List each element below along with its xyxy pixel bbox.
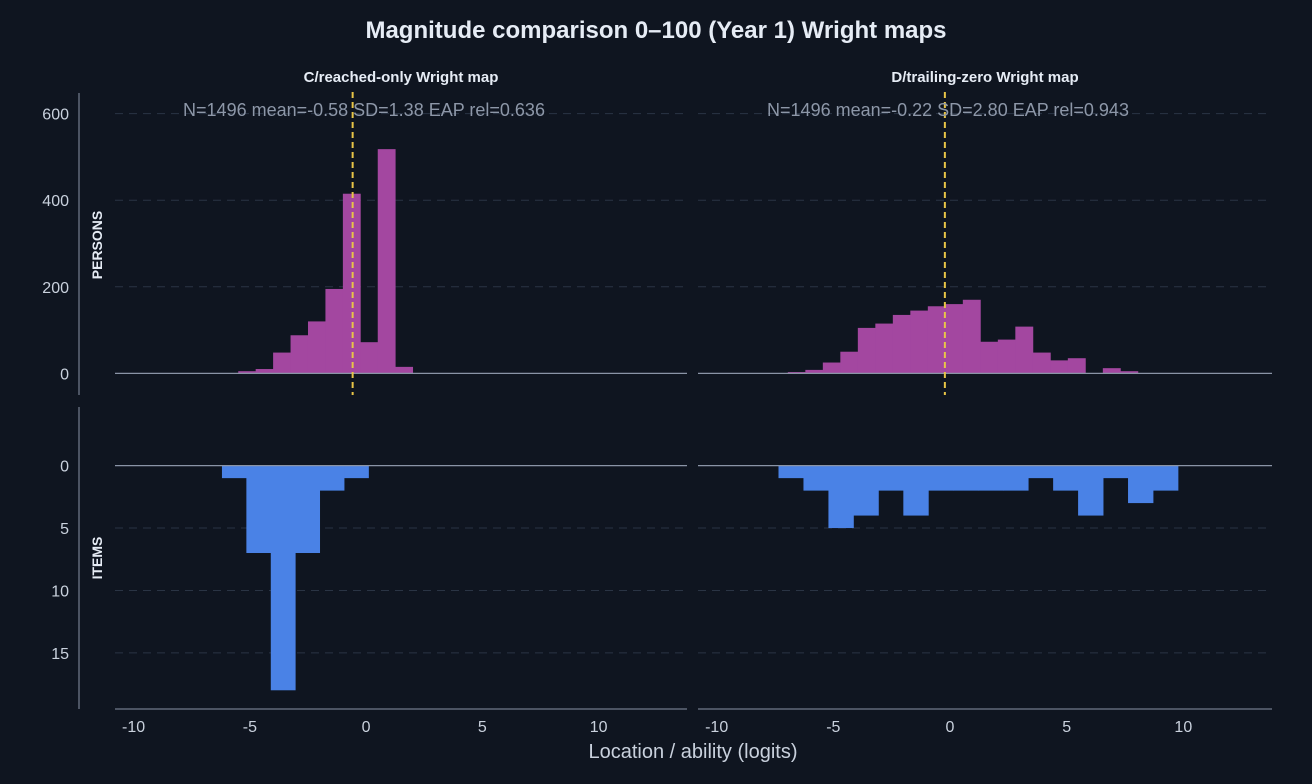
persons-y-tick-label: 0 — [60, 366, 69, 383]
panel-title-1: C/reached-only Wright map — [304, 69, 499, 86]
items-bar — [803, 465, 829, 491]
grid-layer — [115, 113, 1272, 654]
persons-bar — [1050, 360, 1069, 374]
items-bar — [828, 465, 854, 529]
items-bar — [953, 465, 979, 491]
persons-bar — [1015, 326, 1034, 374]
persons-bar — [805, 369, 824, 374]
items-bar — [1053, 465, 1079, 491]
persons-bar — [892, 314, 911, 374]
persons-row-label: PERSONS — [89, 211, 105, 279]
persons-y-tick-label: 200 — [42, 280, 69, 297]
persons-bar — [255, 369, 274, 374]
persons-bar — [1067, 358, 1086, 374]
persons-bar — [945, 304, 964, 374]
persons-bar — [360, 342, 379, 374]
persons-bar — [875, 323, 894, 374]
persons-bar — [787, 372, 806, 374]
x-tick-label: 0 — [946, 719, 955, 736]
axes-layer — [78, 92, 1272, 710]
items-row-label: ITEMS — [89, 537, 105, 580]
items-y-tick-label: 10 — [51, 583, 69, 600]
items-bar — [270, 465, 296, 691]
items-bar — [344, 465, 369, 479]
persons-bar — [840, 351, 859, 374]
x-tick-label: 10 — [1174, 719, 1192, 736]
items-bar — [878, 465, 904, 491]
items-bar — [295, 465, 321, 554]
items-bar — [1003, 465, 1029, 491]
persons-y-tick-label: 400 — [42, 193, 69, 210]
persons-bar — [822, 362, 841, 374]
persons-bar — [997, 339, 1016, 374]
stats-text-1: N=1496 mean=-0.58 SD=1.38 EAP rel=0.636 — [183, 100, 545, 120]
items-bar — [978, 465, 1004, 491]
persons-bar — [238, 371, 257, 374]
panel-title-2: D/trailing-zero Wright map — [891, 69, 1078, 86]
persons-bar — [273, 352, 291, 374]
x-tick-label: -10 — [122, 719, 145, 736]
persons-bar — [1032, 352, 1051, 374]
items-bar — [221, 465, 247, 479]
x-tick-label: -5 — [243, 719, 257, 736]
items-bar — [853, 465, 879, 516]
x-tick-label: 0 — [362, 719, 371, 736]
items-bar — [1128, 465, 1154, 504]
bars-layer — [221, 149, 1179, 691]
persons-bar — [927, 306, 946, 374]
stats-text-2: N=1496 mean=-0.22 SD=2.80 EAP rel=0.943 — [767, 100, 1129, 120]
x-tick-label: 10 — [590, 719, 608, 736]
persons-y-tick-label: 600 — [42, 107, 69, 124]
x-tick-label: -10 — [705, 719, 728, 736]
items-y-tick-label: 5 — [60, 521, 69, 538]
items-bar — [1153, 465, 1179, 491]
persons-bar — [395, 366, 414, 374]
items-bar — [928, 465, 954, 491]
x-tick-label: -5 — [826, 719, 840, 736]
x-axis-label: Location / ability (logits) — [589, 741, 798, 763]
items-bar — [1078, 465, 1104, 516]
persons-bar — [980, 341, 999, 374]
items-bar — [1103, 465, 1129, 479]
items-bar — [1028, 465, 1054, 479]
persons-bar — [377, 149, 396, 374]
items-bar — [778, 465, 804, 479]
persons-bar — [1120, 371, 1139, 374]
items-bar — [319, 465, 345, 491]
x-tick-label: 5 — [478, 719, 487, 736]
x-tick-label: 5 — [1062, 719, 1071, 736]
persons-bar — [962, 299, 981, 374]
persons-bar — [307, 321, 326, 374]
items-bar — [903, 465, 929, 516]
persons-bar — [325, 288, 344, 374]
persons-bar — [910, 310, 929, 374]
persons-bar — [1102, 368, 1121, 374]
items-y-tick-label: 0 — [60, 459, 69, 476]
items-bar — [246, 465, 272, 554]
persons-bar — [857, 327, 876, 374]
figure-title: Magnitude comparison 0–100 (Year 1) Wrig… — [365, 17, 947, 44]
items-y-tick-label: 15 — [51, 646, 69, 663]
labels-layer: Location / ability (logits) PERSONS ITEM… — [42, 69, 1192, 763]
persons-bar — [290, 335, 309, 374]
